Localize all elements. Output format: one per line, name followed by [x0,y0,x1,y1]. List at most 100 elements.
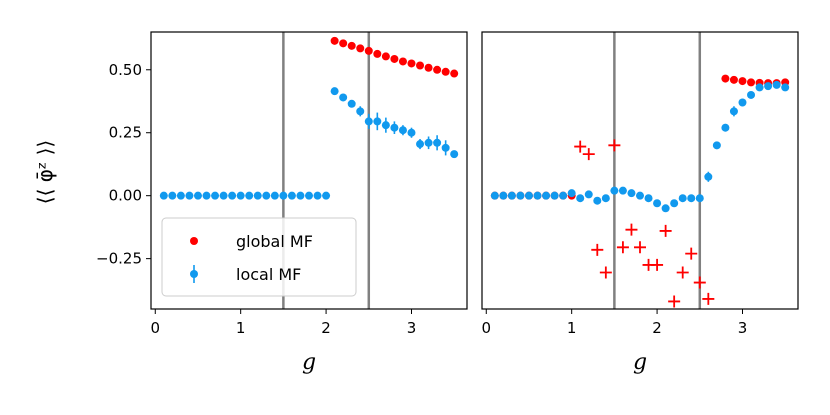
data-point [416,61,425,70]
data-point [356,44,365,53]
x-axis-label: g [633,350,647,375]
data-point [193,191,202,200]
data-point [245,191,254,200]
data-point [738,77,747,86]
data-point [398,57,407,66]
data-point [450,150,459,159]
data-point [330,36,339,45]
data-point [576,194,585,203]
axes-frame [150,31,468,310]
x-tick-label: 2 [652,319,662,337]
data-point [202,191,211,200]
data-point [185,191,194,200]
data-point [702,292,715,305]
data-point [653,199,662,208]
data-point [738,98,747,107]
y-tick-label: 0.00 [109,187,142,205]
data-point [390,54,399,63]
data-point [634,241,646,254]
data-point [322,191,331,200]
data-point [550,191,559,200]
data-point [591,243,604,256]
x-tick-label: 2 [321,319,331,337]
data-point [668,295,681,308]
data-point [644,194,653,203]
x-tick-label: 3 [738,319,748,337]
x-tick-label: 3 [407,319,417,337]
data-point [219,191,228,200]
data-point [712,141,721,150]
data-point [636,191,644,200]
data-point [559,191,568,200]
data-point [616,241,629,254]
data-point [721,123,730,132]
data-point [168,191,177,200]
data-point [159,191,168,200]
data-point [253,191,262,200]
data-point [542,191,551,200]
data-point [330,87,339,96]
data-point [381,121,390,130]
data-point [228,191,237,200]
y-tick-label: 0.50 [109,61,142,79]
data-point [516,191,525,200]
data-point [721,74,730,83]
data-point [347,99,356,108]
x-tick-label: 0 [150,319,160,337]
data-point [584,190,593,199]
data-point [398,126,407,135]
data-point [499,191,508,200]
data-point [507,191,516,200]
series-local-mf [490,80,790,213]
data-point [305,191,313,200]
data-point [270,191,279,200]
legend-label: local MF [236,265,301,284]
data-point [729,107,738,116]
data-point [364,117,373,126]
data-point [618,186,627,195]
x-tick-label: 0 [481,319,491,337]
data-point [601,194,610,203]
data-point [450,69,459,78]
data-point [416,140,425,149]
data-point [441,143,450,152]
data-point [574,140,587,153]
data-point [747,90,756,99]
data-point [764,82,773,91]
y-tick-label: −0.25 [96,250,142,268]
data-point [678,194,687,203]
data-point [433,65,442,74]
data-point [211,191,220,200]
data-point [670,199,679,208]
series-local-mf [159,87,459,200]
data-point [781,83,790,92]
data-point [608,139,621,152]
data-point [424,63,433,72]
data-point [755,83,764,92]
data-point [356,107,365,116]
data-point [685,247,698,260]
legend-box [161,217,357,297]
data-point [490,191,499,200]
data-point [693,276,706,289]
data-point [339,93,348,102]
data-point [390,123,399,132]
x-tick-label: 1 [567,319,577,337]
data-point [373,49,382,58]
data-point [625,223,638,236]
data-point [676,266,689,279]
data-point [695,194,704,203]
y-axis-label: ⟨⟨ φ̄ᶻ ⟩⟩ [33,140,57,204]
data-point [729,75,738,84]
x-tick-label: 1 [236,319,246,337]
y-tick-label: 0.25 [109,124,142,142]
data-point [279,191,288,200]
data-point [296,191,305,200]
data-point [704,172,713,181]
x-axis-label: g [302,350,316,375]
legend: global MF local MF [161,217,357,297]
data-point [567,189,576,198]
data-point [381,52,390,61]
axes-frame [481,31,799,310]
left-panel: 0 1 2 3 0.50 0.25 0.00 −0.25 g global MF local MF [96,31,468,375]
